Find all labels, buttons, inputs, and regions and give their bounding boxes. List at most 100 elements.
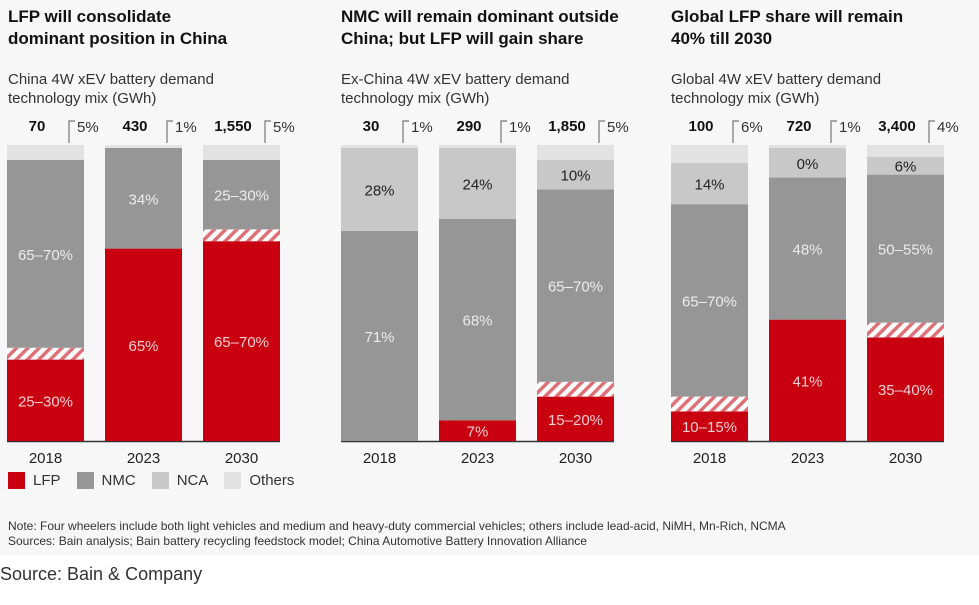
others-leader-line [500,120,507,143]
others-leader-line [166,120,173,143]
segment-label: 24% [462,176,492,193]
bar-segment-nca [439,147,516,219]
bar-segment-others [7,145,84,160]
others-leader-line [402,120,409,143]
legend-label-nca: NCA [176,472,209,489]
bar-segment-nca [341,147,418,231]
others-share-label: 1% [175,119,197,136]
segment-label: 7% [467,424,489,441]
bar-segment-nca [537,159,614,190]
segment-label: 15–20% [548,412,603,429]
bar-segment-lfp-range [203,229,280,242]
segment-label: 65–70% [682,293,737,310]
others-leader-line [264,120,271,143]
legend-swatch-nca [151,472,169,489]
segment-label: 65–70% [548,279,603,296]
total-label: 30 [363,118,380,135]
source-caption: Source: Bain & Company [0,564,203,584]
total-label: 100 [688,118,713,135]
segment-label: 35–40% [878,382,933,399]
others-share-label: 4% [937,119,959,136]
bar-segment-nmc [671,204,748,397]
bar-segment-lfp [439,420,516,441]
segment-label: 34% [128,191,158,208]
segment-label: 0% [797,156,819,173]
segment-label: 25–30% [18,393,73,410]
bar-segment-lfp-range [537,381,614,397]
legend-swatch-lfp [8,472,25,489]
bar-segment-lfp [769,319,846,441]
note-text: Note: Four wheelers include both light v… [8,519,786,533]
chart-2-title: NMC will remain dominant outside China; … [341,7,619,48]
chart-3-title: Global LFP share will remain 40% till 20… [671,7,904,48]
segment-label: 28% [364,182,394,199]
segment-label: 65–70% [214,334,269,351]
segment-label: 10–15% [682,419,737,436]
chart-1-subtitle: China 4W xEV battery demand technology m… [8,71,214,107]
bar-segment-nmc [341,230,418,441]
others-share-label: 1% [509,119,531,136]
bar-segment-nca [867,156,944,175]
total-label: 720 [786,118,811,135]
chart-2-subtitle: Ex-China 4W xEV battery demand technolog… [341,71,570,107]
segment-label: 71% [364,329,394,346]
total-label: 1,550 [214,118,252,135]
x-tick-label: 2023 [127,450,160,467]
legend-item-others: Others [224,472,294,489]
bar-segment-nca [671,162,748,205]
legend-label-lfp: LFP [33,472,61,489]
bar-segment-nmc [7,159,84,348]
bar-segment-nmc [769,177,846,320]
segment-label: 65–70% [18,247,73,264]
others-leader-line [830,120,837,143]
bar-segment-nmc [203,159,280,230]
bar-segment-lfp [537,396,614,441]
x-tick-label: 2030 [559,450,592,467]
total-label: 70 [29,118,46,135]
bar-segment-lfp [671,411,748,441]
legend-label-others: Others [249,472,295,489]
x-tick-label: 2023 [461,450,494,467]
x-tick-label: 2030 [889,450,922,467]
bar-segment-others [105,145,182,148]
x-tick-label: 2018 [363,450,396,467]
x-tick-label: 2018 [693,450,726,467]
others-share-label: 6% [741,119,763,136]
bar-segment-others [341,145,418,148]
bar-segment-lfp [7,359,84,441]
legend-swatch-others [224,472,242,489]
others-leader-line [928,120,935,143]
segment-label: 14% [694,176,724,193]
bar-segment-lfp [867,337,944,441]
bar-segment-lfp-range [671,396,748,412]
segment-label: 50–55% [878,242,933,259]
chart-3-subtitle: Global 4W xEV battery demand technology … [671,71,882,107]
segment-label: 68% [462,313,492,330]
bar-segment-others [203,145,280,160]
legend-item-nmc: NMC [76,472,136,489]
legend-swatch-nmc [76,472,94,489]
x-tick-label: 2030 [225,450,258,467]
x-tick-label: 2018 [29,450,62,467]
bar-segment-lfp-range [867,322,944,338]
sources-text: Sources: Bain analysis; Bain battery rec… [8,534,587,548]
bar-segment-lfp-range [7,347,84,360]
bar-segment-others [671,145,748,163]
others-share-label: 5% [77,119,99,136]
bar-segment-others [769,145,846,148]
x-tick-label: 2023 [791,450,824,467]
legend-label-nmc: NMC [101,472,136,489]
others-share-label: 5% [607,119,629,136]
footnote: Note: Four wheelers include both light v… [8,519,786,549]
others-share-label: 1% [839,119,861,136]
others-share-label: 5% [273,119,295,136]
bar-segment-lfp [203,241,280,441]
bar-segment-others [537,145,614,160]
legend-item-nca: NCA [151,472,209,489]
segment-label: 41% [792,373,822,390]
segment-label: 6% [895,159,917,176]
bar-segment-nmc [105,147,182,249]
stacked-bar-charts: 25–30% 65–70% 70 5% 2018 65% 34% 430 1% 2023 65–70… [7,118,959,467]
legend: LFP NMC NCA Others [8,472,294,489]
bar-segment-others [439,145,516,148]
